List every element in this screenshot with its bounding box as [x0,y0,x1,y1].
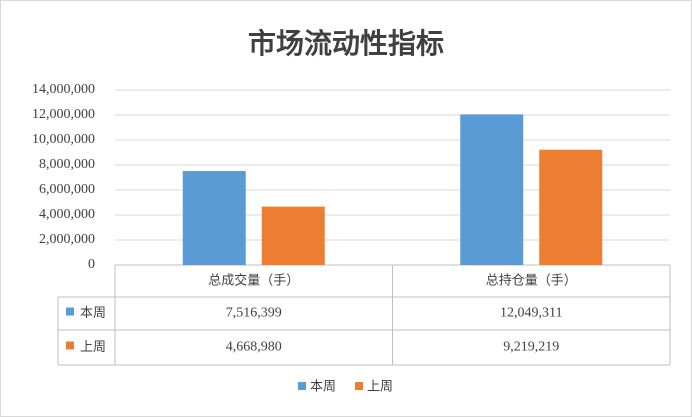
table-legend-key [66,307,74,316]
legend-key [355,382,363,390]
table-value: 4,668,980 [226,340,282,355]
x-tick-label: 总持仓量（手） [486,274,577,289]
table-legend-key [66,341,74,350]
bar [539,149,603,265]
legend-label: 上周 [367,380,393,395]
table-value: 9,219,219 [503,340,559,355]
y-tick-label: 6,000,000 [39,182,95,197]
legend-key [298,382,306,390]
y-tick-label: 4,000,000 [39,207,95,222]
y-tick-label: 2,000,000 [39,232,95,247]
y-tick-label: 8,000,000 [39,157,95,172]
table-value: 7,516,399 [226,306,282,321]
y-tick-label: 12,000,000 [32,107,95,122]
table-value: 12,049,311 [500,306,562,321]
bar [182,171,246,265]
table-row-label: 本周 [80,306,106,321]
table-row-label: 上周 [80,340,106,355]
y-tick-label: 0 [88,257,95,272]
y-tick-label: 10,000,000 [32,132,95,147]
x-tick-label: 总成交量（手） [208,273,299,289]
bar [460,114,524,266]
y-tick-label: 14,000,000 [32,82,95,97]
bar [261,206,325,265]
legend-label: 本周 [310,380,336,395]
chart-title: 市场流动性指标 [248,27,444,60]
